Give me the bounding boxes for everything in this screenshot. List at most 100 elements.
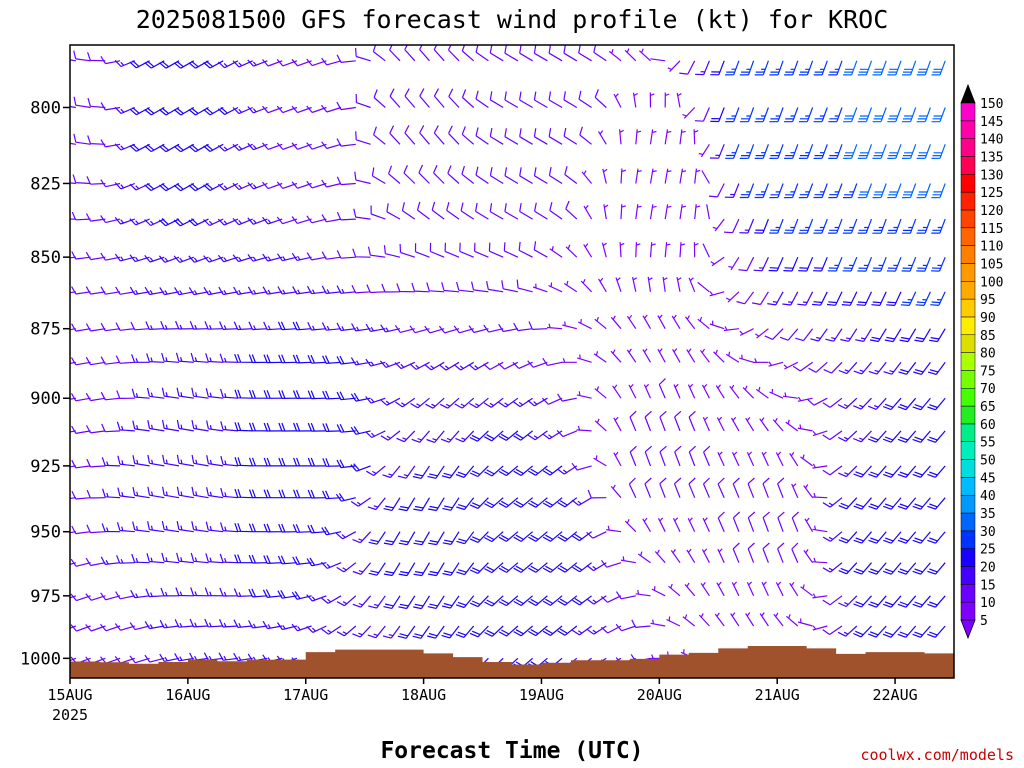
wind-barb [469, 497, 489, 509]
wind-barb [439, 361, 460, 371]
wind-barb [812, 492, 828, 499]
wind-barb [144, 182, 165, 192]
wind-barb [448, 88, 460, 108]
wind-barb [915, 291, 931, 306]
x-axis-label: Forecast Time (UTC) [380, 738, 643, 764]
wind-barb [512, 397, 533, 408]
wind-barb [189, 320, 209, 330]
wind-barb [901, 144, 917, 159]
wind-barb [927, 361, 946, 375]
speed-colorbar: 5 10 15 20 25 30 35 40 45 50 55 60 65 70 75 80 85 90 95 100… [960, 83, 1003, 640]
wind-barb [173, 218, 195, 227]
colorbar-label: 110 [980, 240, 1003, 255]
wind-barb [176, 419, 194, 432]
wind-barb [293, 422, 312, 432]
wind-barb [532, 283, 548, 293]
wind-barb [657, 348, 666, 363]
wind-barb [262, 589, 283, 598]
colorbar-label: 150 [980, 97, 1003, 112]
wind-barb [775, 451, 784, 467]
wind-barb [782, 392, 798, 399]
wind-barb [746, 581, 755, 597]
wind-barb [853, 531, 872, 544]
wind-barb [398, 531, 416, 546]
wind-barb [897, 625, 917, 638]
wind-barb [321, 179, 342, 188]
wind-barb [321, 526, 342, 536]
wind-barb [220, 487, 239, 499]
wind-barb [882, 430, 902, 443]
wind-barb [615, 277, 622, 292]
wind-barb [498, 497, 519, 508]
wind-barb [85, 557, 106, 567]
wind-barb [882, 497, 902, 510]
wind-barb [233, 652, 253, 662]
wind-barb [189, 618, 209, 628]
wind-barb [395, 397, 416, 408]
wind-barb [367, 246, 386, 258]
wind-barb [557, 625, 578, 636]
wind-barb [100, 391, 121, 401]
colorbar-label: 95 [980, 293, 996, 308]
wind-barb [586, 595, 607, 605]
wind-barb [321, 141, 342, 150]
wind-barb [100, 556, 121, 565]
wind-barb [753, 256, 769, 272]
wind-barb [293, 457, 312, 467]
wind-barb [444, 242, 460, 258]
wind-barb [838, 497, 858, 510]
wind-barb [593, 455, 607, 467]
wind-barb [484, 465, 504, 477]
wind-barb [736, 291, 755, 305]
wind-barb [628, 383, 637, 399]
wind-barb [352, 625, 372, 638]
wind-barb [725, 351, 740, 363]
wind-barb [887, 60, 902, 76]
x-tick-sublabel: 2025 [52, 706, 88, 724]
wind-barb [248, 321, 268, 331]
wind-barb [840, 328, 858, 342]
wind-barb [367, 625, 386, 639]
wind-barb [662, 276, 668, 292]
wind-barb [336, 285, 356, 294]
wind-barb [724, 218, 740, 234]
wind-barb [519, 128, 533, 145]
wind-barb [483, 397, 504, 408]
wind-barb [205, 353, 224, 363]
wind-barb [130, 589, 150, 599]
wind-barb [927, 562, 946, 575]
wind-barb [191, 486, 209, 499]
wind-barb [649, 168, 657, 184]
wind-barb [549, 202, 563, 220]
wind-barb [902, 60, 917, 76]
wind-barb [86, 489, 106, 499]
wind-barb [469, 625, 489, 638]
wind-barb [206, 420, 224, 432]
colorbar-label: 10 [980, 596, 996, 611]
wind-barb [697, 316, 710, 330]
wind-barb [389, 45, 401, 62]
wind-barb [642, 314, 652, 329]
wind-barb [70, 393, 91, 402]
wind-barb [635, 589, 651, 597]
wind-barb [812, 593, 828, 599]
wind-barb [461, 126, 475, 145]
wind-barb [542, 357, 563, 366]
wind-barb [174, 619, 194, 628]
wind-barb [754, 107, 769, 123]
wind-barb [686, 548, 696, 564]
wind-barb [70, 531, 76, 534]
wind-barb [176, 387, 194, 399]
wind-barb [688, 477, 696, 498]
wind-barb [248, 457, 268, 467]
wind-barb [867, 430, 887, 443]
wind-barb [162, 419, 180, 432]
wind-barb [204, 587, 224, 597]
wind-barb [336, 355, 356, 365]
wind-barb [626, 314, 637, 330]
wind-barb [837, 397, 858, 410]
wind-barb [649, 242, 656, 258]
wind-barb [129, 286, 150, 295]
wind-barb [188, 287, 209, 296]
wind-barb [838, 361, 858, 375]
